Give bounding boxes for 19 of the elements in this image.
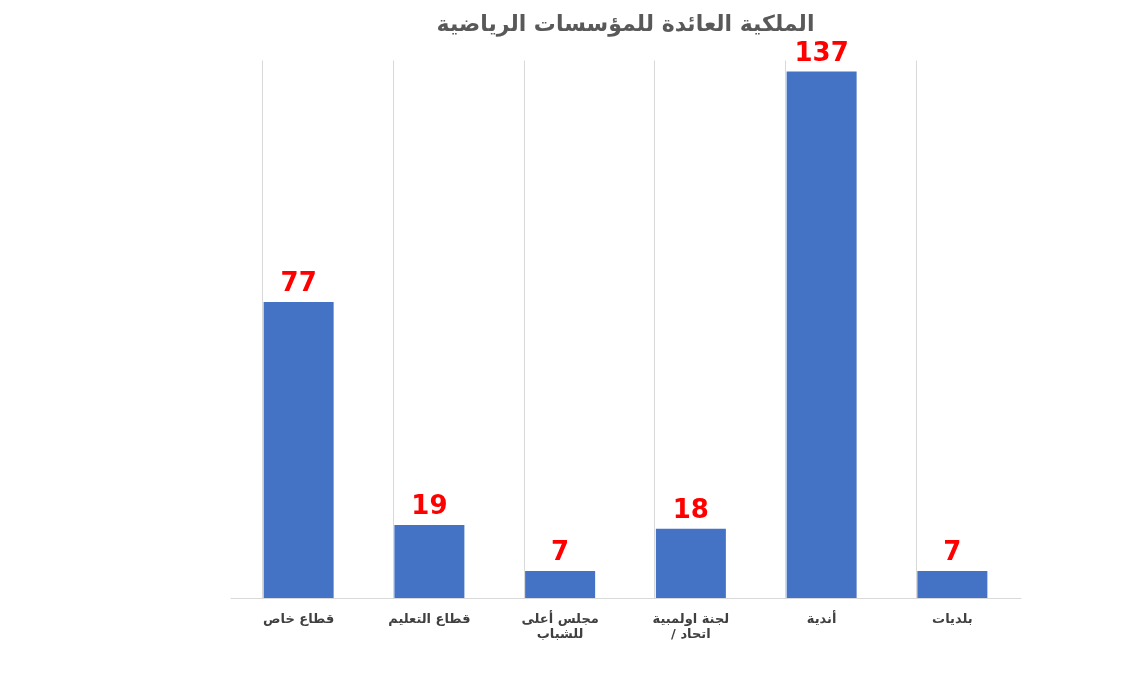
data-label: 77	[280, 267, 317, 298]
data-label: 7	[943, 536, 962, 567]
data-label: 18	[672, 493, 709, 524]
bar	[394, 524, 465, 598]
bar	[263, 302, 334, 598]
chart-title: الملكية العائدة للمؤسسات الرياضية	[436, 10, 815, 37]
data-label: 19	[411, 489, 448, 520]
bar	[655, 528, 726, 598]
x-tick-label: لجنة اولمبية / اتحاد	[652, 610, 730, 641]
data-label: 7	[551, 536, 570, 567]
x-tick-label: أندية	[806, 609, 837, 626]
x-tick-label: قطاع التعليم	[388, 610, 471, 626]
bar	[786, 71, 857, 598]
x-tick-label: قطاع خاص	[263, 610, 335, 626]
bar	[917, 571, 988, 598]
x-tick-label: مجلس أعلى للشباب	[521, 609, 599, 641]
bar	[525, 571, 596, 598]
data-label: 137	[794, 36, 849, 67]
x-tick-label: بلديات	[932, 610, 973, 626]
